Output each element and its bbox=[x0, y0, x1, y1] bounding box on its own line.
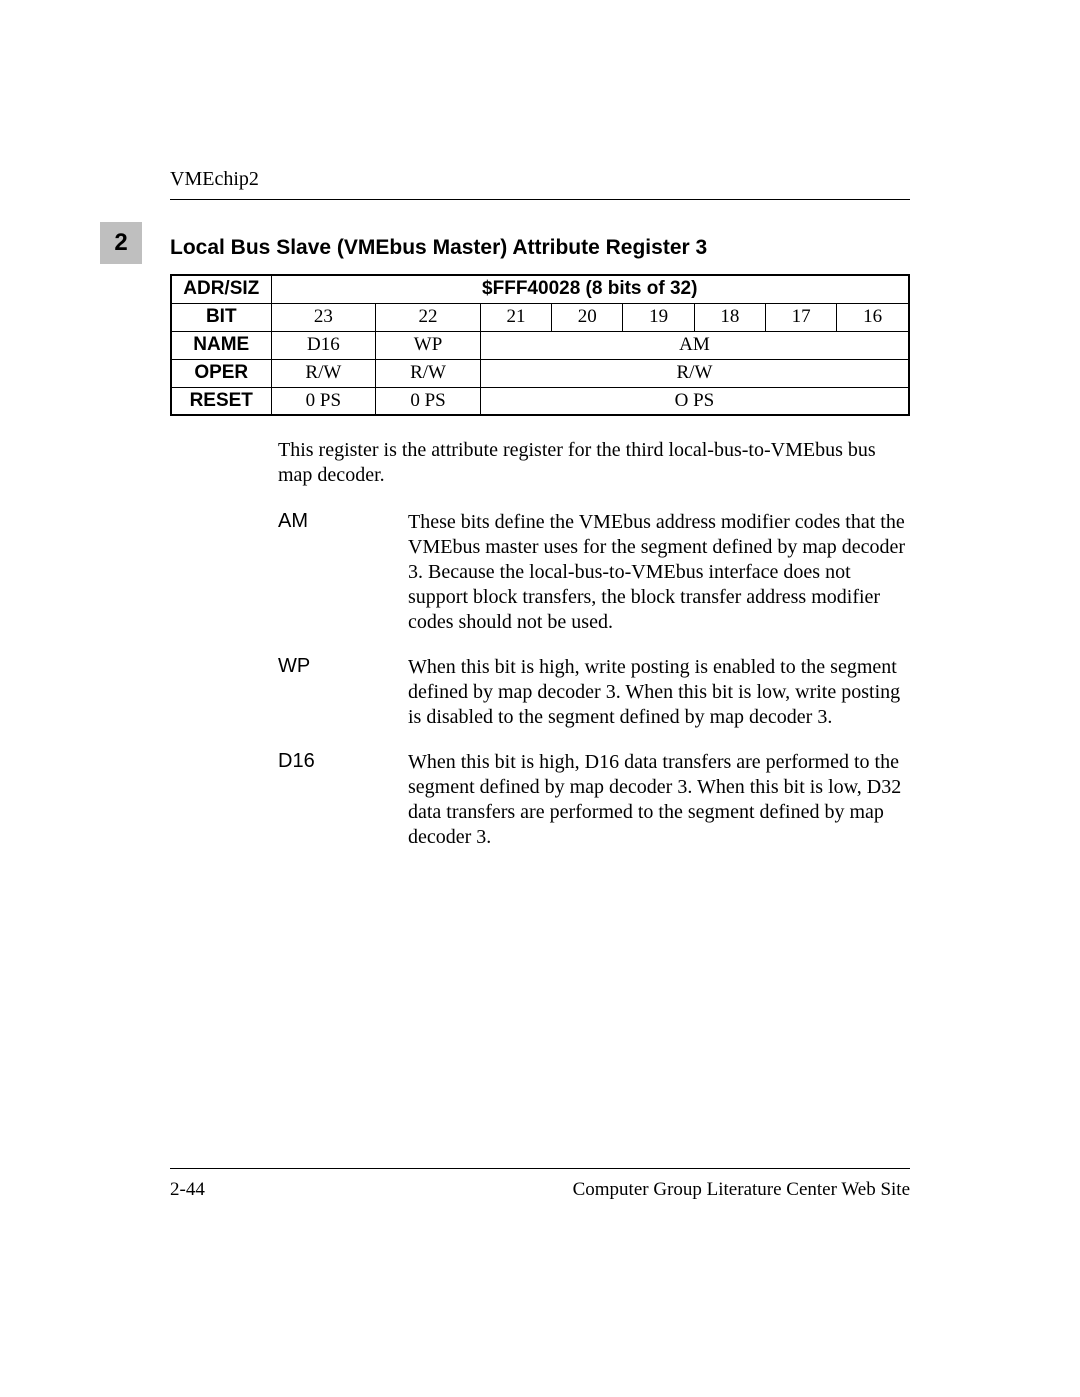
definition-desc: These bits define the VMEbus address mod… bbox=[408, 510, 910, 635]
oper-cell: R/W bbox=[376, 359, 481, 387]
name-cell: WP bbox=[376, 331, 481, 359]
running-header: VMEchip2 bbox=[170, 168, 910, 191]
page-content: VMEchip2 2 Local Bus Slave (VMEbus Maste… bbox=[170, 168, 910, 870]
header-rule bbox=[170, 199, 910, 200]
section-heading-row: Local Bus Slave (VMEbus Master) Attribut… bbox=[170, 236, 910, 260]
register-table: ADR/SIZ $FFF40028 (8 bits of 32) BIT 23 … bbox=[170, 274, 910, 416]
label-bit: BIT bbox=[171, 303, 271, 331]
bit-cell: 17 bbox=[765, 303, 836, 331]
table-row: ADR/SIZ $FFF40028 (8 bits of 32) bbox=[171, 275, 909, 303]
chapter-badge: 2 bbox=[100, 222, 142, 264]
table-row: RESET 0 PS 0 PS O PS bbox=[171, 387, 909, 415]
reset-cell: 0 PS bbox=[271, 387, 376, 415]
name-cell: AM bbox=[480, 331, 909, 359]
page-footer: 2-44 Computer Group Literature Center We… bbox=[170, 1168, 910, 1201]
label-reset: RESET bbox=[171, 387, 271, 415]
footer-text: Computer Group Literature Center Web Sit… bbox=[573, 1179, 910, 1201]
body-block: This register is the attribute register … bbox=[278, 438, 910, 850]
label-name: NAME bbox=[171, 331, 271, 359]
footer-rule bbox=[170, 1168, 910, 1169]
table-row: OPER R/W R/W R/W bbox=[171, 359, 909, 387]
footer-row: 2-44 Computer Group Literature Center We… bbox=[170, 1179, 910, 1201]
oper-cell: R/W bbox=[271, 359, 376, 387]
page-number: 2-44 bbox=[170, 1179, 205, 1201]
oper-cell: R/W bbox=[480, 359, 909, 387]
definition-term: WP bbox=[278, 655, 408, 730]
definition-term: AM bbox=[278, 510, 408, 635]
definition-row: WP When this bit is high, write posting … bbox=[278, 655, 910, 730]
definition-desc: When this bit is high, D16 data transfer… bbox=[408, 750, 910, 850]
bit-cell: 18 bbox=[694, 303, 765, 331]
name-cell: D16 bbox=[271, 331, 376, 359]
bit-cell: 23 bbox=[271, 303, 376, 331]
bit-cell: 16 bbox=[837, 303, 909, 331]
definition-term: D16 bbox=[278, 750, 408, 850]
bit-cell: 20 bbox=[552, 303, 623, 331]
bit-cell: 21 bbox=[480, 303, 551, 331]
reset-cell: 0 PS bbox=[376, 387, 481, 415]
label-oper: OPER bbox=[171, 359, 271, 387]
definition-row: D16 When this bit is high, D16 data tran… bbox=[278, 750, 910, 850]
label-adr: ADR/SIZ bbox=[171, 275, 271, 303]
intro-paragraph: This register is the attribute register … bbox=[278, 438, 910, 488]
adr-value: $FFF40028 (8 bits of 32) bbox=[271, 275, 909, 303]
bit-cell: 22 bbox=[376, 303, 481, 331]
bit-cell: 19 bbox=[623, 303, 694, 331]
definition-desc: When this bit is high, write posting is … bbox=[408, 655, 910, 730]
table-row: BIT 23 22 21 20 19 18 17 16 bbox=[171, 303, 909, 331]
section-title: Local Bus Slave (VMEbus Master) Attribut… bbox=[170, 236, 707, 260]
reset-cell: O PS bbox=[480, 387, 909, 415]
definition-row: AM These bits define the VMEbus address … bbox=[278, 510, 910, 635]
table-row: NAME D16 WP AM bbox=[171, 331, 909, 359]
